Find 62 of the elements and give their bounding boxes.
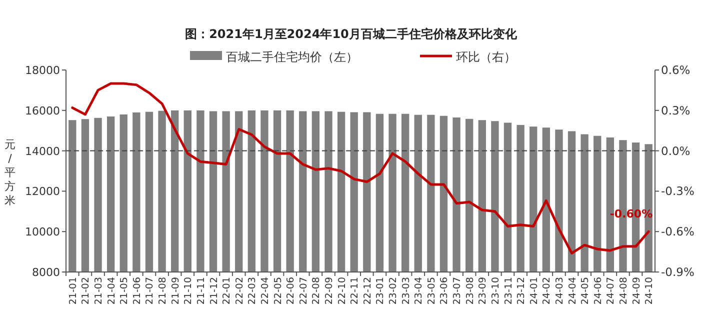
x-tick-label: 21-08 <box>158 277 169 305</box>
y2-tick-label: -0.9% <box>661 265 694 279</box>
x-tick-label: 24-01 <box>528 277 540 305</box>
x-tick-label: 24-08 <box>618 277 630 305</box>
x-tick-label: 24-07 <box>606 277 617 305</box>
x-tick-label: 21-04 <box>106 277 118 305</box>
y-tick-label: 8000 <box>32 266 60 279</box>
x-tick-label: 23-01 <box>375 277 386 305</box>
y2-tick-label: -0.6% <box>661 224 694 239</box>
x-tick-label: 21-07 <box>144 277 156 305</box>
x-tick-label: 23-12 <box>516 277 528 305</box>
x-tick-label: 22-06 <box>286 277 297 305</box>
x-tick-label: 23-10 <box>490 277 502 305</box>
x-tick-label: 23-08 <box>464 277 476 305</box>
x-tick-label: 23-05 <box>426 277 438 305</box>
x-tick-label: 23-04 <box>414 277 425 305</box>
y-tick-label: 18000 <box>25 64 60 77</box>
y-tick-label: 16000 <box>25 104 60 118</box>
x-tick-label: 23-02 <box>388 277 400 305</box>
y2-tick-label: 0.0% <box>661 144 690 158</box>
x-tick-label: 24-03 <box>554 277 566 305</box>
x-tick-label: 21-10 <box>183 277 194 305</box>
x-tick-label: 22-11 <box>350 277 361 305</box>
x-tick-label: 21-11 <box>196 277 207 305</box>
x-tick-label: 21-05 <box>119 277 130 305</box>
x-tick-label: 24-02 <box>542 277 553 305</box>
x-tick-label: 21-06 <box>132 277 143 305</box>
x-tick-label: 22-08 <box>311 277 322 305</box>
x-tick-label: 24-10 <box>644 277 656 305</box>
x-tick-label: 22-12 <box>362 277 374 305</box>
x-tick-label: 23-11 <box>503 277 514 305</box>
x-tick-label: 23-06 <box>439 277 450 305</box>
x-tick-label: 22-02 <box>234 277 246 305</box>
x-tick-label: 22-01 <box>222 277 233 305</box>
y2-tick-label: 0.6% <box>661 63 690 77</box>
x-tick-label: 23-09 <box>478 277 489 305</box>
y-tick-label: 12000 <box>25 185 60 198</box>
x-tick-label: 22-04 <box>260 277 271 305</box>
chart-title: 图：2021年1月至2024年10月百城二手住宅价格及环比变化 <box>185 27 518 41</box>
x-tick-label: 24-05 <box>580 277 592 305</box>
y2-tick-label: -0.3% <box>661 184 694 198</box>
x-tick-label: 22-09 <box>324 277 335 305</box>
y-tick-label: 10000 <box>25 226 60 239</box>
x-tick-label: 21-02 <box>80 277 92 305</box>
x-tick-label: 22-03 <box>247 277 258 305</box>
x-tick-label: 21-01 <box>68 277 79 305</box>
x-tick-label: 21-09 <box>170 277 182 305</box>
x-tick-label: 23-07 <box>452 277 464 305</box>
x-tick-label: 24-06 <box>592 277 604 305</box>
x-tick-label: 22-10 <box>336 277 348 305</box>
x-tick-label: 22-07 <box>298 277 310 305</box>
x-tick-label: 21-03 <box>94 277 105 305</box>
y2-tick-label: 0.3% <box>661 103 690 118</box>
x-tick-label: 24-09 <box>631 277 642 305</box>
x-tick-label: 23-03 <box>400 277 412 305</box>
legend-label: 环比（右） <box>456 50 516 64</box>
x-tick-label: 22-05 <box>272 277 284 305</box>
y-tick-label: 14000 <box>25 144 60 158</box>
x-tick-label: 21-12 <box>208 277 220 305</box>
y-axis-title: 元/平方米 <box>4 138 16 207</box>
x-tick-label: 24-04 <box>567 277 578 305</box>
legend-label: 百城二手住宅均价（左） <box>226 50 358 64</box>
